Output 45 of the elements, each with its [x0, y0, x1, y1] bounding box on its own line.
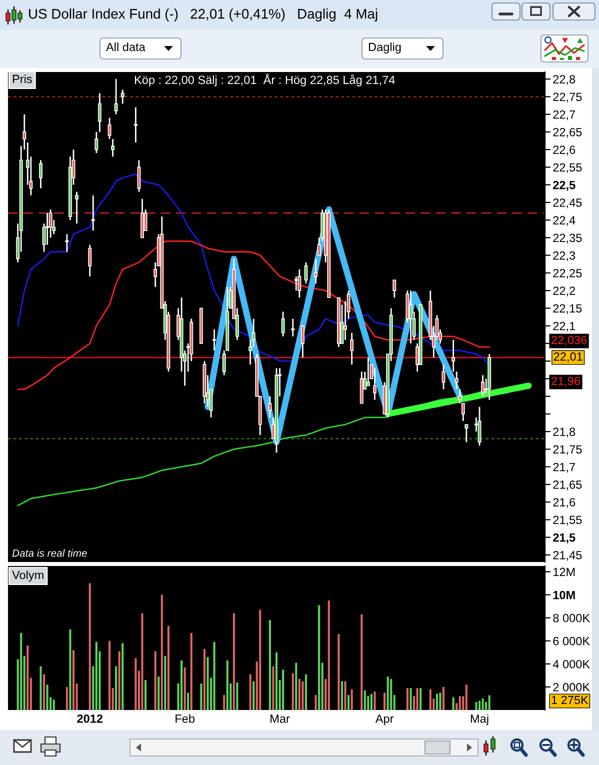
annotation: Pris [12, 74, 32, 84]
y-tick-label: 21,5 [553, 533, 576, 544]
y-tick-label: 22,7 [553, 110, 576, 120]
x-tick-label: 2012 [77, 714, 103, 723]
y-tick-label: 22,2 [553, 286, 576, 296]
y-tick-label: 22,75 [553, 92, 582, 102]
y-tick-label: 22,25 [553, 268, 582, 279]
y-tick-label: 22,6 [553, 146, 576, 156]
y-tick-label: 22,5 [553, 180, 576, 191]
y-tick-label: 4 000K [552, 660, 590, 668]
chart-title: Volym [12, 570, 44, 582]
y-tick-label: 21,45 [553, 550, 582, 561]
chart-subtitle: Köp : 22,00 Sälj : 22,01 År : Hög 22,85 Låg 21,74 [134, 74, 395, 86]
ref-line-label: 22,01 [554, 352, 582, 362]
x-tick-label: Mar [270, 714, 290, 723]
y-tick-label: 2 000K [553, 682, 590, 692]
y-tick-label: 21,75 [553, 445, 582, 455]
y-tick-label: 22,35 [553, 234, 582, 244]
text: 22,036 [552, 336, 587, 346]
x-tick-label: Apr [375, 714, 394, 726]
y-tick-label: 21,7 [553, 462, 576, 473]
text: 21,96 [552, 376, 580, 387]
chart-title: US Dollar Index Fund (-) 22,01 (+0,41%) Daglig 4 Maj [29, 8, 378, 22]
y-tick-label: 21,55 [553, 516, 582, 526]
y-tick-label: 12M [554, 568, 575, 576]
y-tick-label: 22,55 [553, 163, 582, 173]
y-tick-label: 21,8 [553, 428, 576, 438]
text: 1 275K [552, 696, 588, 704]
y-tick-label: 8 000K [553, 614, 590, 622]
text: All data [106, 42, 146, 52]
y-tick-label: 10M [553, 590, 575, 600]
annotation: Data is real time [12, 549, 87, 557]
text: Daglig [368, 42, 401, 54]
y-tick-label: 22,1 [553, 322, 576, 332]
y-tick-label: 21,65 [553, 480, 582, 490]
y-tick-label: 22,65 [553, 128, 582, 138]
y-tick-label: 22,45 [553, 198, 582, 208]
y-tick-label: 6 000K [553, 636, 590, 646]
y-tick-label: 22,4 [553, 216, 576, 226]
y-tick-label: 22,3 [553, 251, 576, 262]
y-tick-label: 22,8 [553, 75, 576, 85]
x-tick-label: Maj [470, 714, 488, 726]
x-tick-label: Feb [176, 714, 194, 723]
y-tick-label: 22,15 [553, 304, 582, 314]
y-tick-label: 21,6 [553, 498, 576, 508]
